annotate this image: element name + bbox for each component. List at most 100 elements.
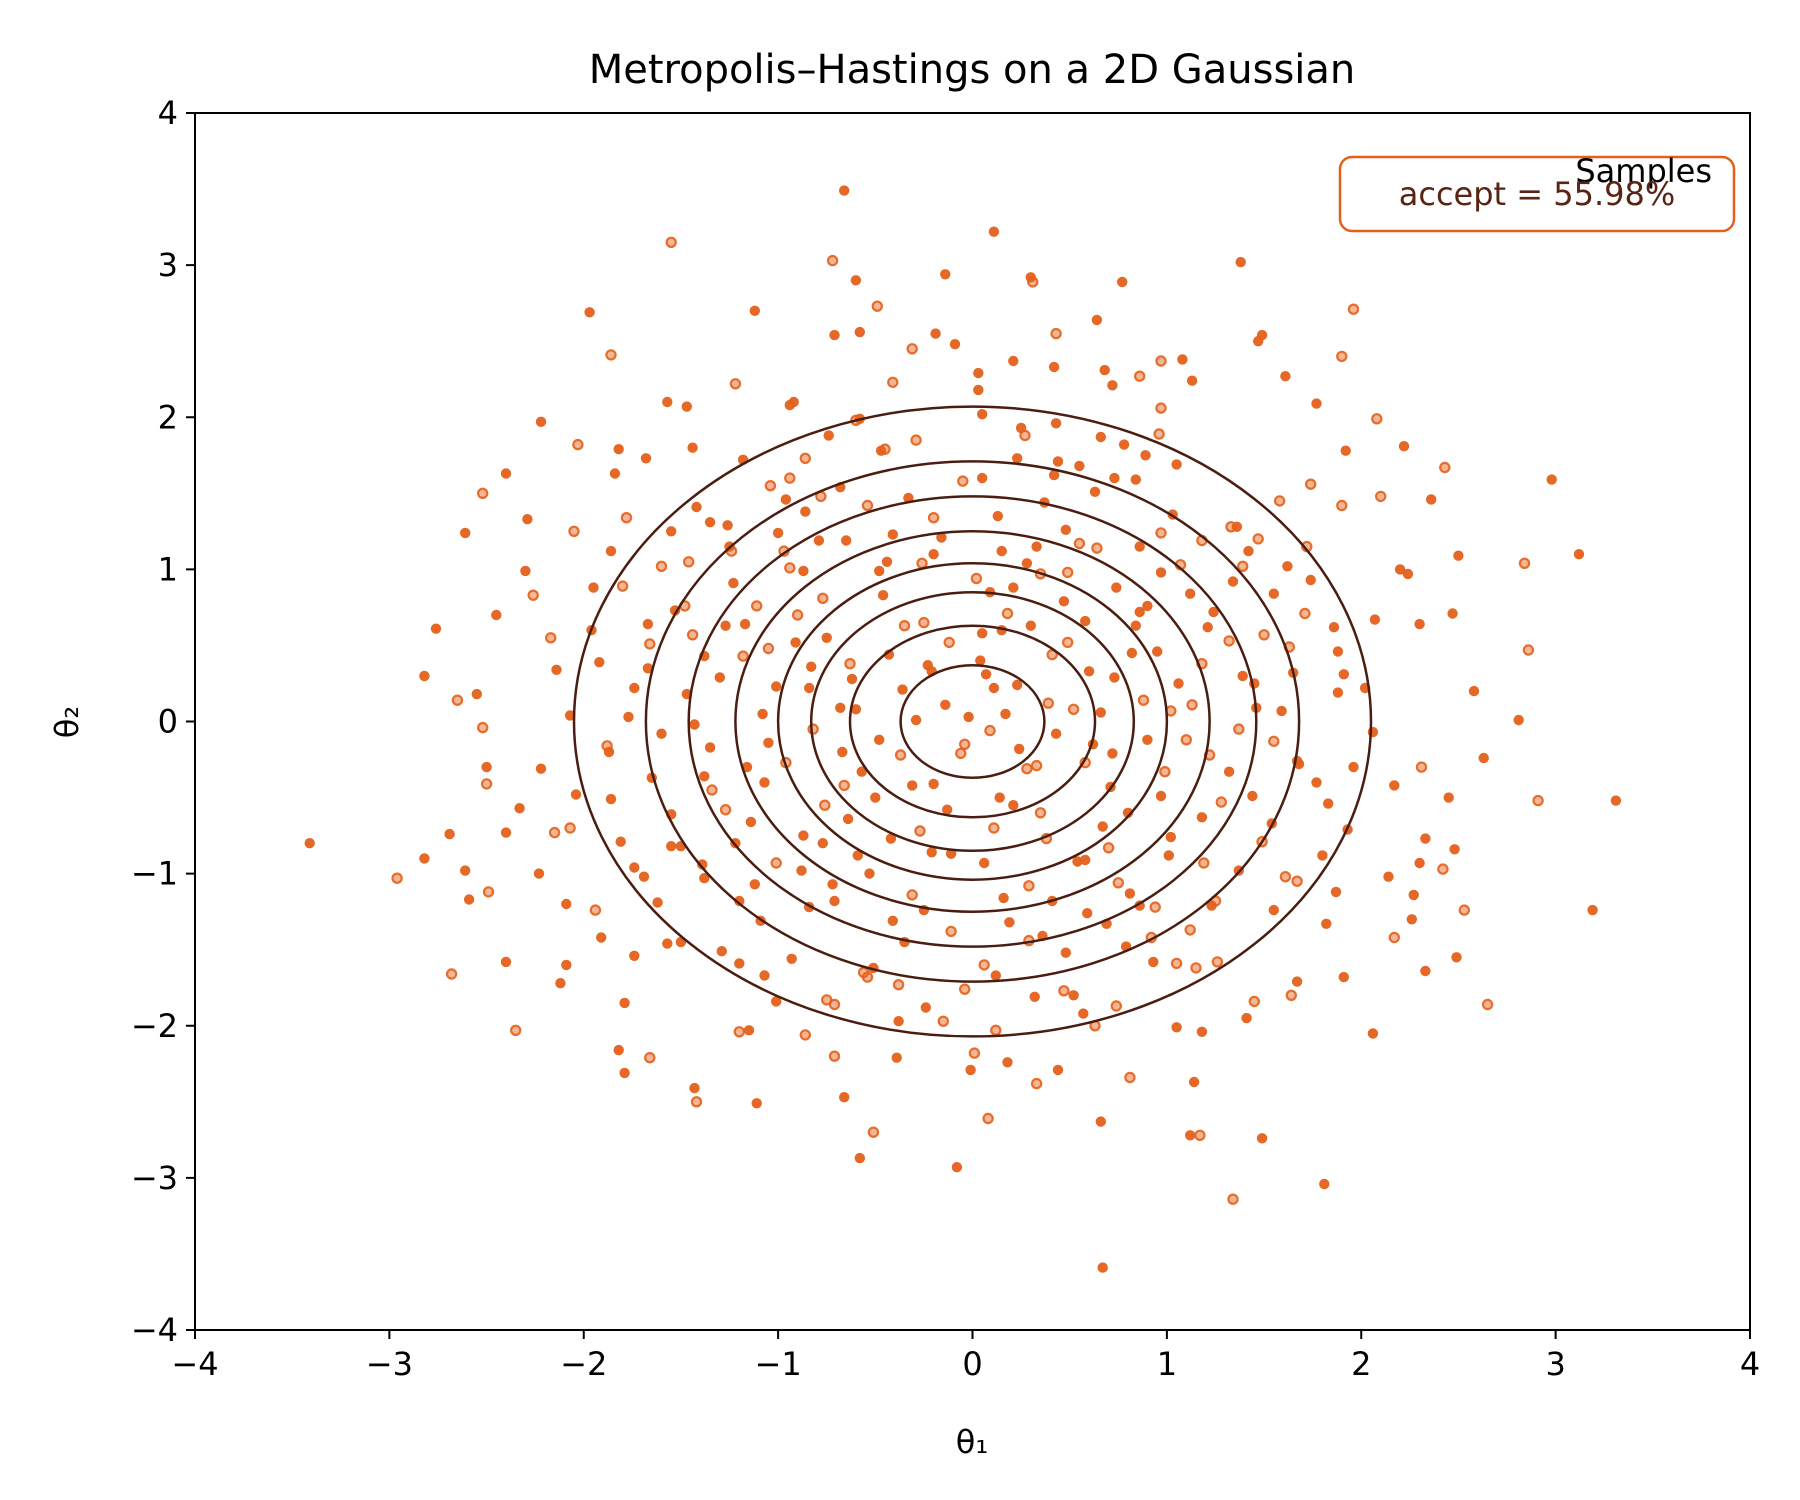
sample-point — [943, 636, 955, 649]
sample-point — [763, 737, 774, 748]
sample-point — [500, 827, 512, 838]
sample-point — [864, 868, 875, 879]
sample-point — [837, 746, 848, 758]
scatter-points — [304, 185, 1622, 1273]
x-tick-label: 2 — [1351, 1345, 1371, 1383]
sample-point — [1439, 461, 1451, 474]
sample-point — [522, 514, 533, 525]
sample-point — [1095, 1116, 1107, 1127]
sample-point — [1225, 521, 1237, 533]
sample-point — [1014, 743, 1025, 755]
sample-point — [623, 711, 634, 723]
sample-point — [662, 938, 673, 949]
sample-point — [874, 734, 885, 745]
sample-point — [1027, 276, 1039, 288]
sample-point — [481, 761, 492, 773]
sample-point — [1019, 429, 1031, 442]
sample-point — [589, 904, 602, 916]
sample-point — [1383, 871, 1394, 882]
sample-point — [1415, 761, 1428, 773]
sample-point — [1031, 541, 1042, 552]
sample-point — [784, 472, 796, 484]
sample-point — [992, 510, 1003, 522]
sample-point — [1374, 490, 1387, 503]
sample-point — [749, 879, 760, 890]
sample-point — [874, 565, 885, 577]
sample-point — [928, 549, 939, 560]
sample-point — [829, 329, 840, 341]
sample-point — [770, 857, 782, 869]
y-tick-label: −2 — [131, 1007, 178, 1045]
sample-point — [854, 326, 865, 338]
sample-point — [839, 185, 850, 196]
sample-point — [561, 959, 572, 971]
sample-point — [892, 979, 905, 991]
sample-point — [1142, 734, 1153, 745]
sample-point — [1252, 533, 1264, 545]
sample-point — [1008, 800, 1019, 811]
sample-point — [1012, 453, 1023, 464]
sample-point — [1095, 707, 1107, 718]
sample-point — [1208, 606, 1219, 618]
sample-point — [1153, 428, 1165, 440]
sample-point — [619, 997, 630, 1009]
sample-point — [906, 889, 918, 901]
sample-point — [1198, 857, 1210, 869]
sample-point — [690, 1096, 703, 1108]
sample-point — [1253, 336, 1264, 347]
sample-point — [1241, 1012, 1252, 1024]
sample-point — [1058, 985, 1070, 997]
sample-point — [640, 453, 652, 464]
contour-lines — [572, 405, 1373, 1038]
sample-point — [891, 1052, 902, 1063]
sample-point — [463, 894, 475, 905]
sample-point — [1155, 527, 1167, 539]
sample-point — [1149, 901, 1161, 913]
sample-point — [867, 1126, 880, 1138]
sample-point — [1155, 402, 1167, 414]
sample-point — [1091, 314, 1103, 326]
sample-point — [887, 376, 899, 388]
sample-point — [959, 983, 971, 995]
sample-point — [510, 1024, 522, 1037]
sample-point — [460, 865, 471, 876]
sample-point — [1280, 371, 1291, 382]
sample-point — [482, 886, 495, 898]
sample-point — [704, 742, 716, 753]
legend-entry-samples: Samples — [1575, 152, 1712, 190]
sample-point — [430, 623, 442, 634]
sample-point — [1330, 886, 1342, 898]
sample-point — [988, 226, 1000, 237]
density-contour — [776, 562, 1169, 881]
sample-point — [561, 898, 572, 910]
sample-point — [844, 658, 856, 670]
sample-point — [1112, 877, 1125, 889]
sample-point — [1532, 794, 1544, 807]
sample-point — [1258, 629, 1270, 641]
sample-point — [620, 512, 633, 524]
sample-point — [1050, 728, 1062, 739]
sample-point — [854, 1152, 865, 1164]
sample-point — [1107, 380, 1118, 391]
sample-point — [564, 822, 576, 834]
sample-point — [533, 868, 545, 879]
sample-point — [1170, 957, 1183, 970]
sample-point — [1025, 620, 1037, 631]
sample-point — [1367, 726, 1379, 738]
sample-point — [689, 1082, 700, 1094]
sample-point — [666, 526, 677, 537]
sample-point — [1023, 880, 1035, 892]
sample-point — [1163, 850, 1175, 861]
sample-point — [1118, 439, 1130, 450]
sample-point — [910, 714, 922, 726]
sample-point — [1321, 918, 1332, 929]
sample-point — [1235, 256, 1246, 268]
sample-point — [990, 1024, 1002, 1037]
y-tick-label: −4 — [131, 1311, 178, 1349]
sample-point — [720, 620, 731, 631]
sample-point — [875, 445, 887, 456]
sample-point — [910, 434, 922, 446]
sample-point — [1367, 1028, 1379, 1039]
sample-point — [1002, 1057, 1013, 1068]
sample-point — [1067, 703, 1080, 716]
